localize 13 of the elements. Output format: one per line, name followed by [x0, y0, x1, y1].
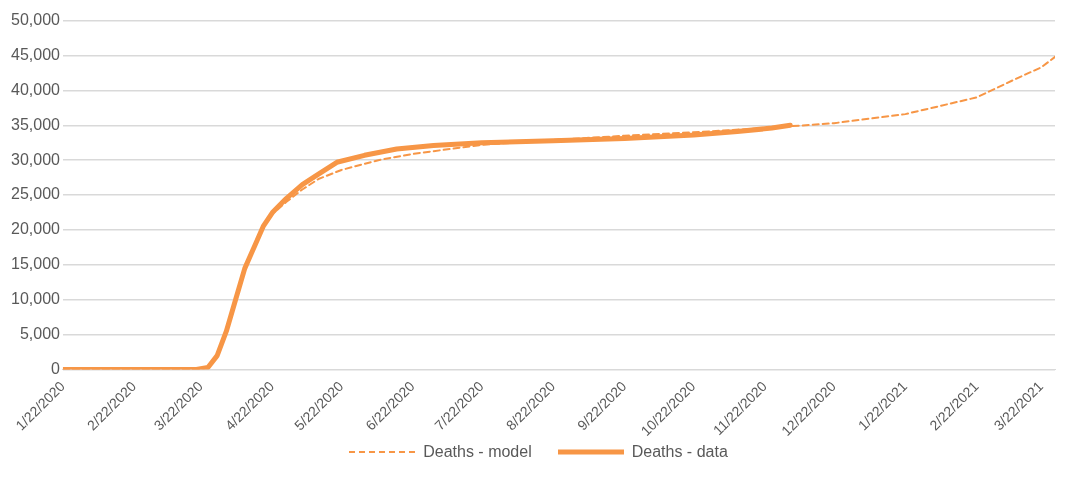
y-tick-label: 25,000 [11, 185, 61, 203]
y-tick-label: 0 [51, 359, 61, 377]
y-tick-label: 45,000 [11, 45, 61, 63]
y-tick-label: 5,000 [19, 325, 61, 343]
y-tick-label: 35,000 [11, 115, 61, 133]
y-tick-label: 15,000 [11, 255, 61, 273]
y-tick-label: 40,000 [11, 80, 61, 98]
legend-label: Deaths - model [423, 443, 532, 461]
legend-label: Deaths - data [631, 443, 728, 461]
y-tick-label: 20,000 [11, 220, 61, 238]
y-tick-label: 30,000 [11, 150, 61, 168]
y-tick-label: 50,000 [11, 11, 61, 29]
y-tick-label: 10,000 [11, 290, 61, 308]
